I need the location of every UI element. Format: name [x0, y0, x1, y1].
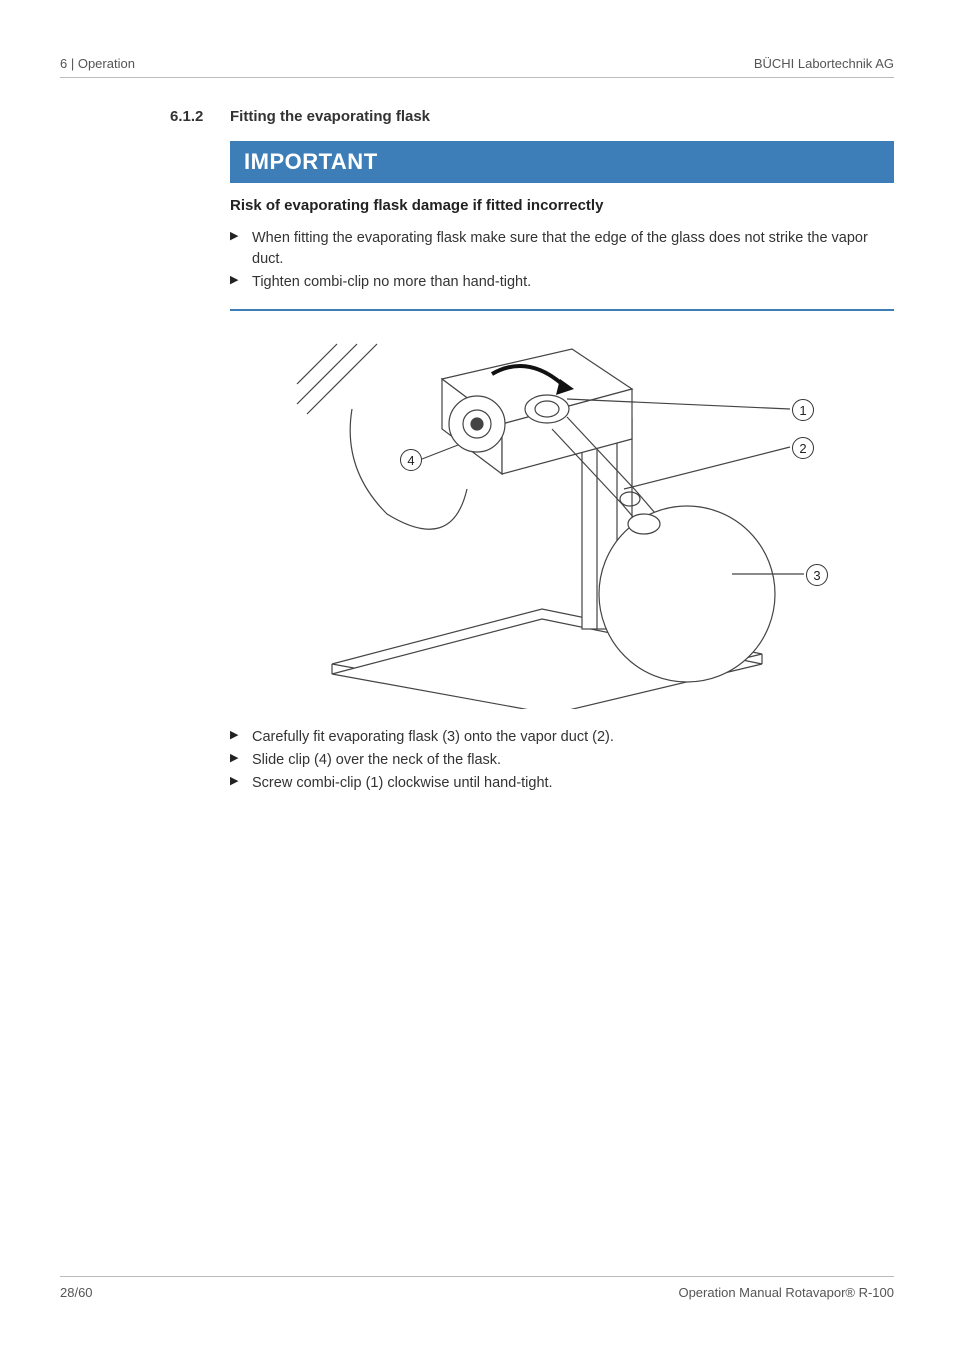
footer-right: Operation Manual Rotavapor® R-100: [678, 1285, 894, 1300]
list-item: Screw combi-clip (1) clockwise until han…: [230, 773, 894, 794]
page-footer: 28/60 Operation Manual Rotavapor® R-100: [60, 1276, 894, 1300]
header-right: BÜCHI Labortechnik AG: [754, 56, 894, 71]
steps-list: Carefully fit evaporating flask (3) onto…: [230, 727, 894, 794]
figure-callout: 4: [400, 449, 422, 471]
section-heading: 6.1.2 Fitting the evaporating flask: [60, 108, 894, 125]
important-list: When fitting the evaporating flask make …: [230, 228, 894, 293]
figure-svg: [292, 339, 832, 709]
figure-callout: 3: [806, 564, 828, 586]
list-item: When fitting the evaporating flask make …: [230, 228, 894, 270]
list-item: Tighten combi-clip no more than hand-tig…: [230, 272, 894, 293]
section-number: 6.1.2: [60, 108, 230, 125]
figure: 1 2 3 4: [292, 339, 832, 709]
footer-left: 28/60: [60, 1285, 93, 1300]
important-risk-title: Risk of evaporating flask damage if fitt…: [230, 197, 894, 214]
page-header: 6 | Operation BÜCHI Labortechnik AG: [60, 56, 894, 78]
important-box: Risk of evaporating flask damage if fitt…: [230, 183, 894, 311]
important-label: IMPORTANT: [230, 141, 894, 183]
section-title: Fitting the evaporating flask: [230, 108, 430, 125]
figure-callout: 1: [792, 399, 814, 421]
list-item: Slide clip (4) over the neck of the flas…: [230, 750, 894, 771]
list-item: Carefully fit evaporating flask (3) onto…: [230, 727, 894, 748]
header-left: 6 | Operation: [60, 56, 135, 71]
figure-callout: 2: [792, 437, 814, 459]
